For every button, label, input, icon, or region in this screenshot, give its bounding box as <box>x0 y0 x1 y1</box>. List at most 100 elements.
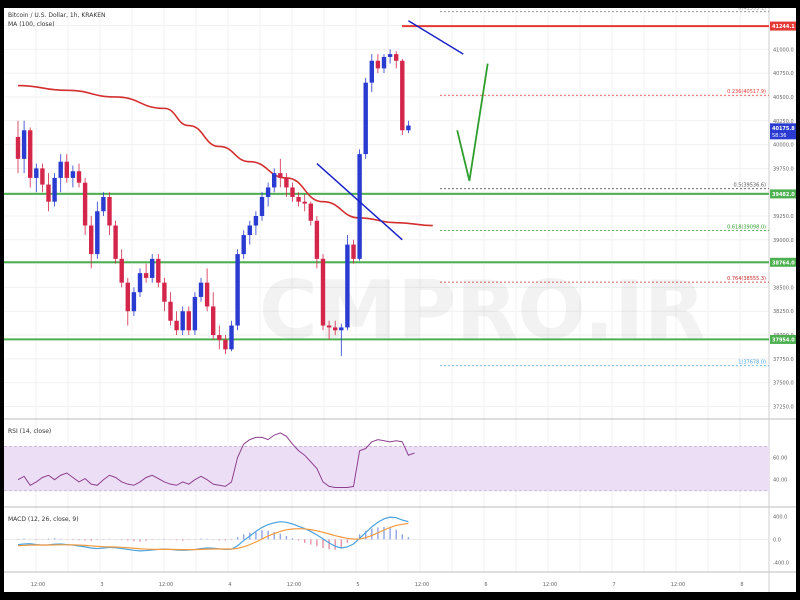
candle-body <box>326 325 332 328</box>
candle-body <box>296 196 301 202</box>
candle-body <box>235 254 240 326</box>
price-tick-label: 37500.0 <box>773 381 794 387</box>
time-tick-label: 6 <box>484 582 487 588</box>
candle-body <box>333 327 338 331</box>
candle-body <box>381 56 387 69</box>
candle-body <box>21 130 27 159</box>
support-box <box>770 257 796 267</box>
candle-body <box>107 196 112 226</box>
candle-body <box>58 161 63 178</box>
support-label: 38764.0 <box>772 260 795 266</box>
candle-body <box>339 327 344 331</box>
current-price-countdown: 58:36 <box>772 133 786 139</box>
fib-level-label: 0.5(39536.6) <box>733 183 766 189</box>
candle-body <box>89 225 94 255</box>
time-tick-label: 7 <box>612 582 615 588</box>
macd-line <box>17 516 409 552</box>
fib-level-label: 0.618(39098.0) <box>727 224 766 230</box>
signal-line <box>17 522 409 551</box>
resistance-label: 41244.1 <box>772 24 795 30</box>
candle-body <box>34 168 39 178</box>
current-price-box <box>770 123 796 140</box>
time-tick-label: 12:00 <box>287 582 301 588</box>
price-tick-label: 38500.0 <box>773 285 794 291</box>
support-label: 37954.0 <box>772 337 795 343</box>
rsi-line <box>17 432 415 489</box>
symbol-title: Bitcoin / U.S. Dollar, 1h, KRAKEN <box>8 12 106 19</box>
candle-body <box>247 225 252 236</box>
candle-body <box>28 130 33 178</box>
candle-body <box>302 201 307 204</box>
candle-body <box>363 82 368 155</box>
price-tick-label: 37250.0 <box>773 404 794 410</box>
candle-body <box>137 273 143 293</box>
candle-body <box>406 125 411 131</box>
price-tick-label: 40000.0 <box>773 143 794 149</box>
candle-body <box>64 161 69 178</box>
candle-body <box>143 273 149 278</box>
candle-body <box>265 187 271 197</box>
candle-body <box>46 184 51 202</box>
support-box <box>770 334 796 344</box>
price-tick-label: 39750.0 <box>773 166 794 172</box>
candle-body <box>351 244 356 259</box>
fib-level-label: 0.764(38555.3) <box>727 276 766 282</box>
candle-body <box>320 258 326 326</box>
candle-body <box>76 171 82 183</box>
trendline <box>408 20 464 55</box>
candle-body <box>400 60 405 131</box>
support-box <box>770 189 796 199</box>
candle-body <box>101 196 106 212</box>
rsi-tick-label: 60.00 <box>773 455 787 461</box>
fib-level-label: 0.236(40517.9) <box>727 89 766 95</box>
trendline <box>316 163 403 241</box>
candle-body <box>113 225 118 259</box>
macd-legend: MACD (12, 26, close, 9) <box>8 516 79 523</box>
ma-legend: MA (100, close) <box>8 21 55 28</box>
current-price-label: 40175.8 <box>772 126 795 132</box>
candle-body <box>375 60 381 69</box>
forecast-path <box>456 63 489 181</box>
candle-body <box>357 154 362 259</box>
candle-body <box>259 196 265 216</box>
price-tick-label: 39000.0 <box>773 238 794 244</box>
watermark: CMPRO.IR <box>259 264 706 357</box>
price-tick-label: 41000.0 <box>773 47 794 53</box>
rsi-legend: RSI (14, close) <box>8 428 52 435</box>
candle-body <box>387 54 393 57</box>
candle-body <box>217 335 222 340</box>
candle-body <box>52 177 57 202</box>
price-chart[interactable]: CMPRO.IR 0(41395.1) 0.236(40517.9) 0.5(395… <box>4 8 796 592</box>
time-tick-label: 8 <box>740 582 743 588</box>
candle-body <box>369 60 374 83</box>
candle-body <box>241 235 246 255</box>
candle-body <box>394 54 399 61</box>
candle-body <box>223 339 228 350</box>
resistance-box <box>770 21 796 31</box>
candle-body <box>174 320 179 331</box>
price-tick-label: 40750.0 <box>773 71 794 77</box>
rsi-tick-label: 40.00 <box>773 478 787 484</box>
time-tick-label: 12:00 <box>671 582 685 588</box>
candle-body <box>186 311 191 331</box>
candle-body <box>82 182 88 226</box>
candle-body <box>15 136 21 159</box>
time-tick-label: 3 <box>100 582 103 588</box>
candle-body <box>314 220 320 259</box>
price-tick-label: 40500.0 <box>773 95 794 101</box>
macd-tick-label: 0.0 <box>773 537 781 543</box>
candle-body <box>192 296 198 331</box>
chart-frame: CMPRO.IR 0(41395.1) 0.236(40517.9) 0.5(395… <box>4 8 796 592</box>
support-label: 39482.0 <box>772 192 795 198</box>
time-tick-label: 12:00 <box>543 582 557 588</box>
candle-body <box>125 282 130 312</box>
price-tick-label: 40250.0 <box>773 119 794 125</box>
candle-body <box>272 173 277 188</box>
candle-body <box>70 171 76 178</box>
candle-body <box>40 168 45 185</box>
candle-body <box>229 325 234 350</box>
rsi-band <box>4 446 769 491</box>
candle-body <box>345 244 350 328</box>
fib-level-label: 0(41395.1) <box>738 8 766 12</box>
candle-body <box>162 282 167 302</box>
